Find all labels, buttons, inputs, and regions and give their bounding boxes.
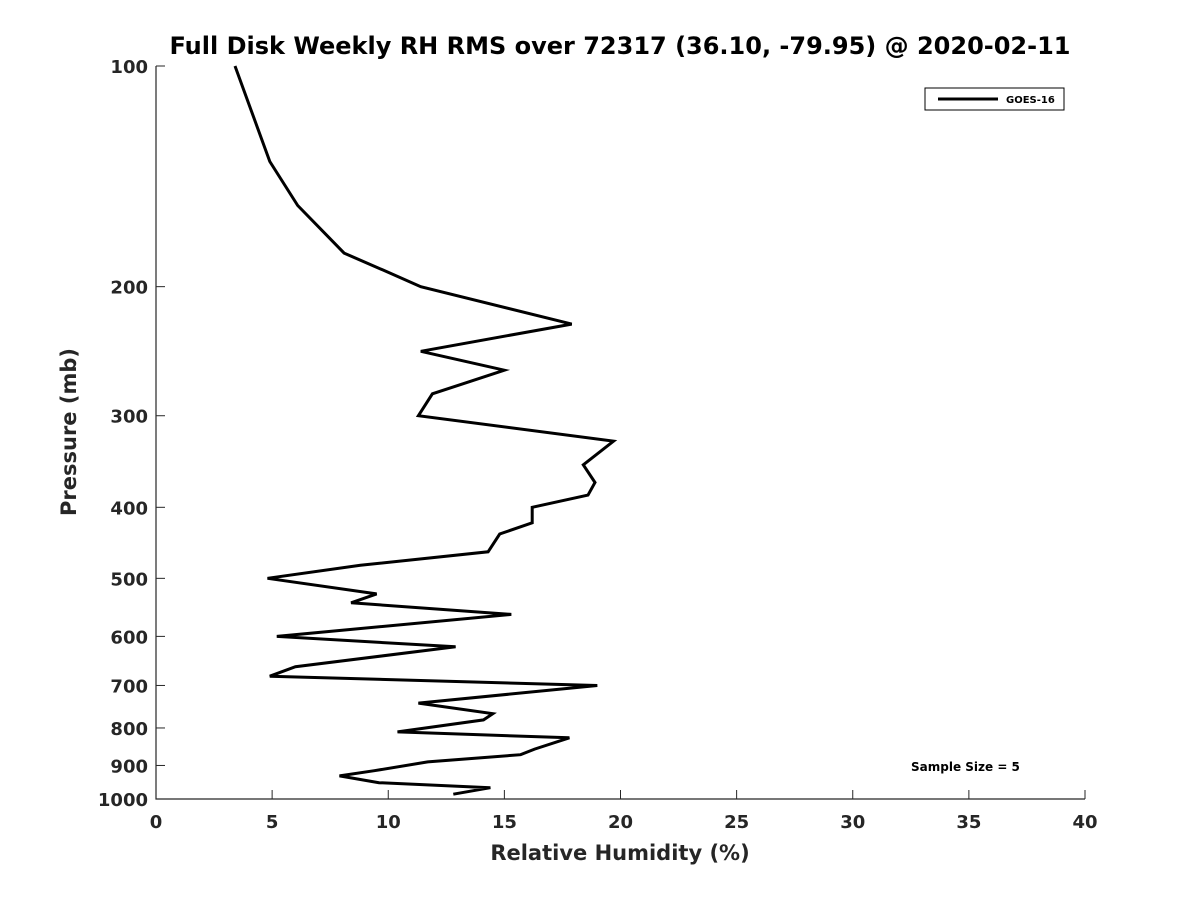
series-layer (233, 65, 618, 796)
legend-label-goes-16: GOES-16 (1006, 95, 1055, 106)
y-tick-label: 1000 (98, 790, 148, 811)
y-tick-label: 600 (110, 627, 148, 648)
y-tick-label: 300 (110, 407, 148, 428)
x-tick-label: 35 (956, 812, 981, 833)
x-tick-label: 5 (266, 812, 279, 833)
y-tick-label: 400 (110, 498, 148, 519)
x-tick-label: 20 (608, 812, 633, 833)
plot-area: 0 5 10 15 20 25 30 35 40 100 200 300 400 500 600 700 80… (98, 57, 1098, 833)
y-axis-ticks: 100 200 300 400 500 600 700 800 900 1000 (98, 57, 165, 811)
x-tick-label: 0 (150, 812, 163, 833)
y-axis-label: Pressure (mb) (57, 348, 81, 516)
legend: GOES-16 (924, 87, 1065, 111)
y-tick-label: 100 (110, 57, 148, 78)
y-tick-label: 500 (110, 569, 148, 590)
x-tick-label: 30 (840, 812, 865, 833)
sample-size-annotation: Sample Size = 5 (911, 760, 1020, 774)
x-tick-label: 10 (376, 812, 401, 833)
y-tick-label: 900 (110, 756, 148, 777)
x-tick-label: 15 (492, 812, 517, 833)
y-tick-label: 700 (110, 676, 148, 697)
x-axis-label: Relative Humidity (%) (490, 841, 749, 865)
y-tick-label: 800 (110, 719, 148, 740)
x-tick-label: 25 (724, 812, 749, 833)
y-tick-label: 200 (110, 278, 148, 299)
series-line-goes-16 (233, 65, 618, 796)
x-axis-ticks: 0 5 10 15 20 25 30 35 40 (150, 790, 1098, 833)
chart-title: Full Disk Weekly RH RMS over 72317 (36.1… (169, 32, 1070, 60)
x-tick-label: 40 (1072, 812, 1097, 833)
